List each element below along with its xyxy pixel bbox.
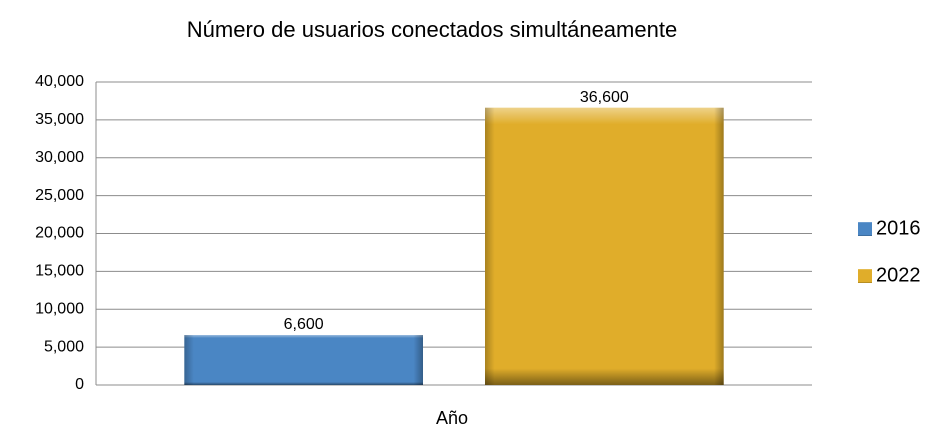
- y-tick-label: 15,000: [35, 263, 84, 280]
- y-tick-label: 20,000: [35, 225, 84, 242]
- y-tick-label: 0: [75, 376, 84, 393]
- y-tick-label: 30,000: [35, 149, 84, 166]
- x-axis-label: Año: [436, 408, 468, 428]
- y-tick-label: 5,000: [44, 338, 84, 355]
- bar-shine: [485, 107, 724, 385]
- chart-title: Número de usuarios conectados simultánea…: [187, 17, 677, 42]
- data-label: 6,600: [284, 316, 324, 333]
- y-tick-label: 40,000: [35, 73, 84, 90]
- y-tick-label: 35,000: [35, 111, 84, 128]
- legend-swatch-shine: [858, 269, 872, 283]
- bar-shine: [184, 335, 423, 385]
- data-label: 36,600: [580, 89, 629, 106]
- legend-label: 2022: [876, 264, 921, 286]
- legend-swatch-shine: [858, 222, 872, 236]
- legend-label: 2016: [876, 217, 921, 239]
- y-tick-label: 25,000: [35, 187, 84, 204]
- y-tick-label: 10,000: [35, 300, 84, 317]
